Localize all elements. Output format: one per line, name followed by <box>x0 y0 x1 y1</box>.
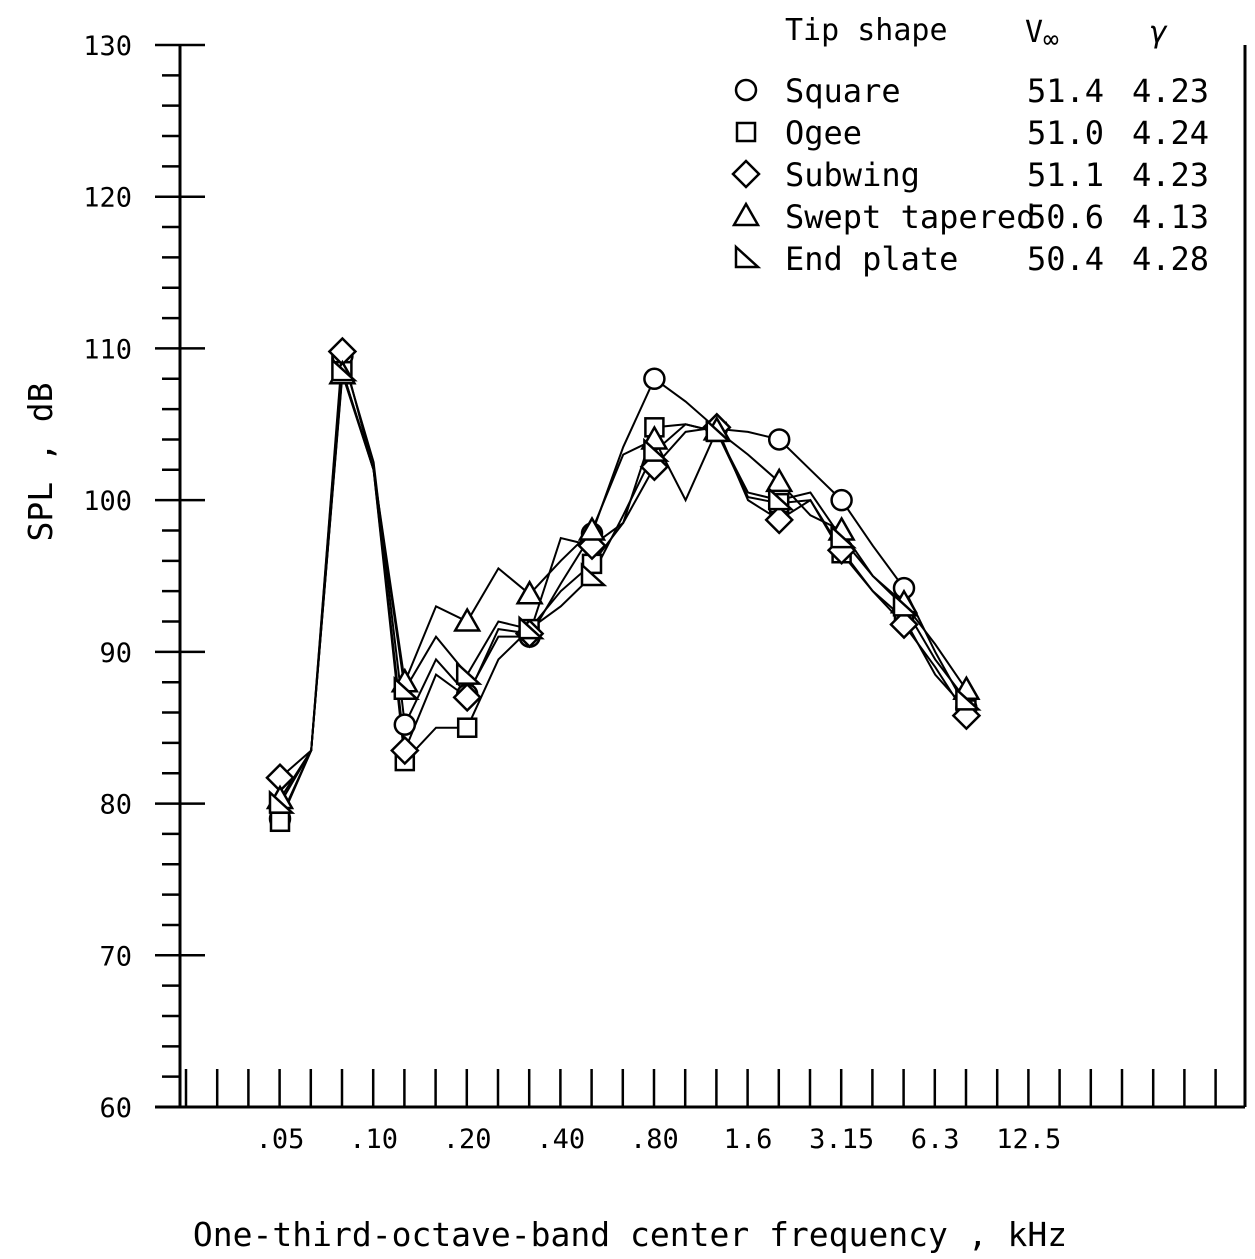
legend-velocity: 51.0 <box>1027 114 1104 152</box>
legend-marker-right-triangle <box>734 244 762 269</box>
axes <box>155 45 1247 1109</box>
series-line-square <box>279 355 968 820</box>
legend-rows: Square 51.4 4.23 Ogee 51.0 4.24 Subwing 51.1 4.2… <box>731 72 1209 278</box>
legend-marker-diamond <box>731 159 761 189</box>
y-tick-label: 120 <box>83 183 132 214</box>
legend-header-tip-shape: Tip shape <box>785 13 948 48</box>
y-tick-label: 80 <box>99 790 132 821</box>
legend-gamma: 4.23 <box>1132 156 1209 194</box>
x-tick-label: 3.15 <box>809 1124 874 1155</box>
y-tick-label: 90 <box>99 638 132 669</box>
legend-marker-circle <box>734 78 758 102</box>
y-axis-ticks: 60 70 80 90 100 110 120 130 <box>83 31 205 1124</box>
data-point-right-triangle <box>268 789 296 814</box>
x-tick-label: .20 <box>443 1124 492 1155</box>
data-point-right-triangle <box>580 562 608 587</box>
y-axis-label: SPL , dB <box>21 383 60 542</box>
data-point-triangle <box>577 515 607 541</box>
legend-gamma: 4.24 <box>1132 114 1209 152</box>
x-tick-label: 6.3 <box>911 1124 960 1155</box>
x-tick-label: .10 <box>349 1124 398 1155</box>
data-point-right-triangle <box>393 675 421 701</box>
data-point-triangle <box>453 606 482 632</box>
x-tick-label: .40 <box>536 1124 585 1155</box>
data-point-diamond <box>889 609 919 640</box>
x-axis-label: One-third-octave-band center frequency ,… <box>193 1215 1067 1254</box>
legend-marker-triangle <box>731 201 761 227</box>
series-markers <box>265 336 982 833</box>
series-line-swept-tapered <box>279 373 968 800</box>
legend-name: Swept tapered <box>785 198 1035 236</box>
data-point-right-triangle <box>455 660 483 685</box>
x-tick-label: .80 <box>630 1124 679 1155</box>
data-point-right-triangle <box>830 524 857 549</box>
data-point-circle <box>830 488 853 512</box>
legend-gamma: 4.13 <box>1132 198 1209 236</box>
data-point-circle <box>767 428 791 451</box>
legend-name: End plate <box>785 240 958 278</box>
legend-velocity: 51.1 <box>1027 156 1104 194</box>
data-point-right-triangle <box>892 592 920 617</box>
legend-header-velocity: V∞ <box>1025 15 1059 55</box>
legend: Tip shape V∞ γ Square 51.4 4.23 Ogee 51.0 4.2… <box>731 13 1209 278</box>
series-lines <box>279 351 968 823</box>
data-point-diamond <box>390 735 420 766</box>
series-line-end-plate <box>279 370 968 805</box>
x-tick-label: 1.6 <box>724 1124 773 1155</box>
legend-velocity: 51.4 <box>1027 72 1104 110</box>
x-tick-label: .05 <box>256 1124 305 1155</box>
legend-velocity: 50.4 <box>1027 240 1104 278</box>
x-tick-label: 12.5 <box>996 1124 1061 1155</box>
legend-velocity: 50.6 <box>1027 198 1104 236</box>
legend-gamma: 4.28 <box>1132 240 1209 278</box>
legend-header-gamma: γ <box>1150 15 1168 50</box>
data-point-right-triangle <box>331 357 358 382</box>
legend-gamma: 4.23 <box>1132 72 1209 110</box>
legend-name: Square <box>785 72 901 110</box>
series-line-subwing <box>279 351 968 779</box>
data-point-triangle <box>515 579 544 605</box>
data-point-diamond <box>452 682 482 713</box>
data-point-right-triangle <box>767 486 795 511</box>
data-point-right-triangle <box>705 418 733 443</box>
legend-header-v-sub: ∞ <box>1043 25 1059 55</box>
y-tick-label: 130 <box>83 31 132 62</box>
y-tick-label: 100 <box>83 486 132 517</box>
legend-name: Subwing <box>785 156 920 194</box>
series-line-ogee <box>279 370 968 823</box>
legend-header-v: V <box>1025 15 1043 50</box>
data-point-square <box>269 811 291 833</box>
legend-name: Ogee <box>785 114 862 152</box>
x-axis-ticks: .05 .10 .20 .40 .80 1.6 3.15 6.3 12.5 <box>184 1069 1217 1155</box>
data-point-diamond <box>764 505 794 535</box>
data-point-circle <box>643 367 666 391</box>
y-tick-label: 70 <box>99 941 132 972</box>
data-point-triangle <box>765 467 794 493</box>
y-tick-label: 60 <box>99 1093 132 1124</box>
data-point-right-triangle <box>643 437 670 462</box>
data-point-square <box>456 717 478 738</box>
data-point-right-triangle <box>955 686 982 711</box>
legend-marker-square <box>735 121 757 143</box>
data-point-circle <box>393 713 417 736</box>
y-tick-label: 110 <box>83 334 132 365</box>
data-point-right-triangle <box>518 615 545 640</box>
